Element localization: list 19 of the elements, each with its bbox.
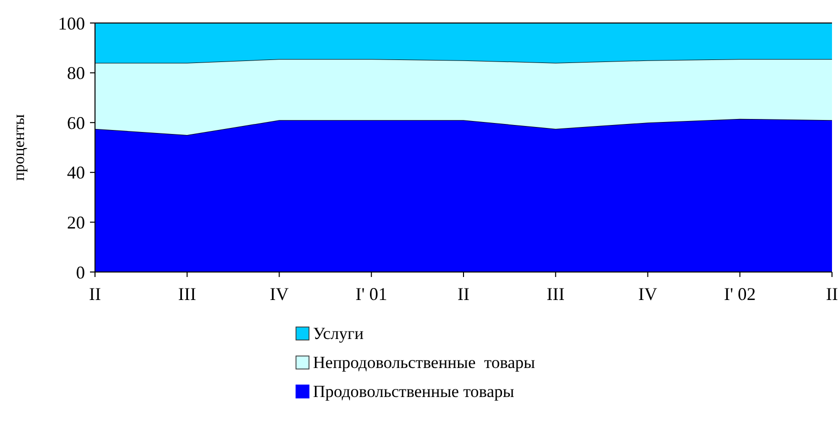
y-tick-label: 0 — [76, 262, 85, 282]
x-tick-label: II — [89, 284, 101, 304]
x-tick-label: IV — [638, 284, 658, 304]
y-tick-label: 60 — [67, 112, 85, 133]
y-tick-label: 80 — [67, 63, 85, 84]
x-tick-label: II — [826, 284, 838, 304]
legend-label: Услуги — [313, 324, 364, 343]
x-tick-label: III — [546, 284, 565, 304]
y-tick-label: 20 — [67, 212, 85, 232]
x-tick-label: I' 02 — [724, 284, 756, 304]
x-tick-label: II — [458, 284, 470, 304]
x-tick-label: I' 01 — [356, 284, 388, 304]
legend-label: Продовольственные товары — [313, 382, 515, 401]
y-axis-title: проценты — [11, 114, 28, 181]
x-tick-label: III — [178, 284, 196, 304]
legend-label: Непродовольственные товары — [313, 353, 536, 372]
y-tick-label: 100 — [58, 13, 85, 34]
x-tick-label: IV — [270, 284, 289, 304]
y-tick-label: 40 — [67, 162, 85, 183]
